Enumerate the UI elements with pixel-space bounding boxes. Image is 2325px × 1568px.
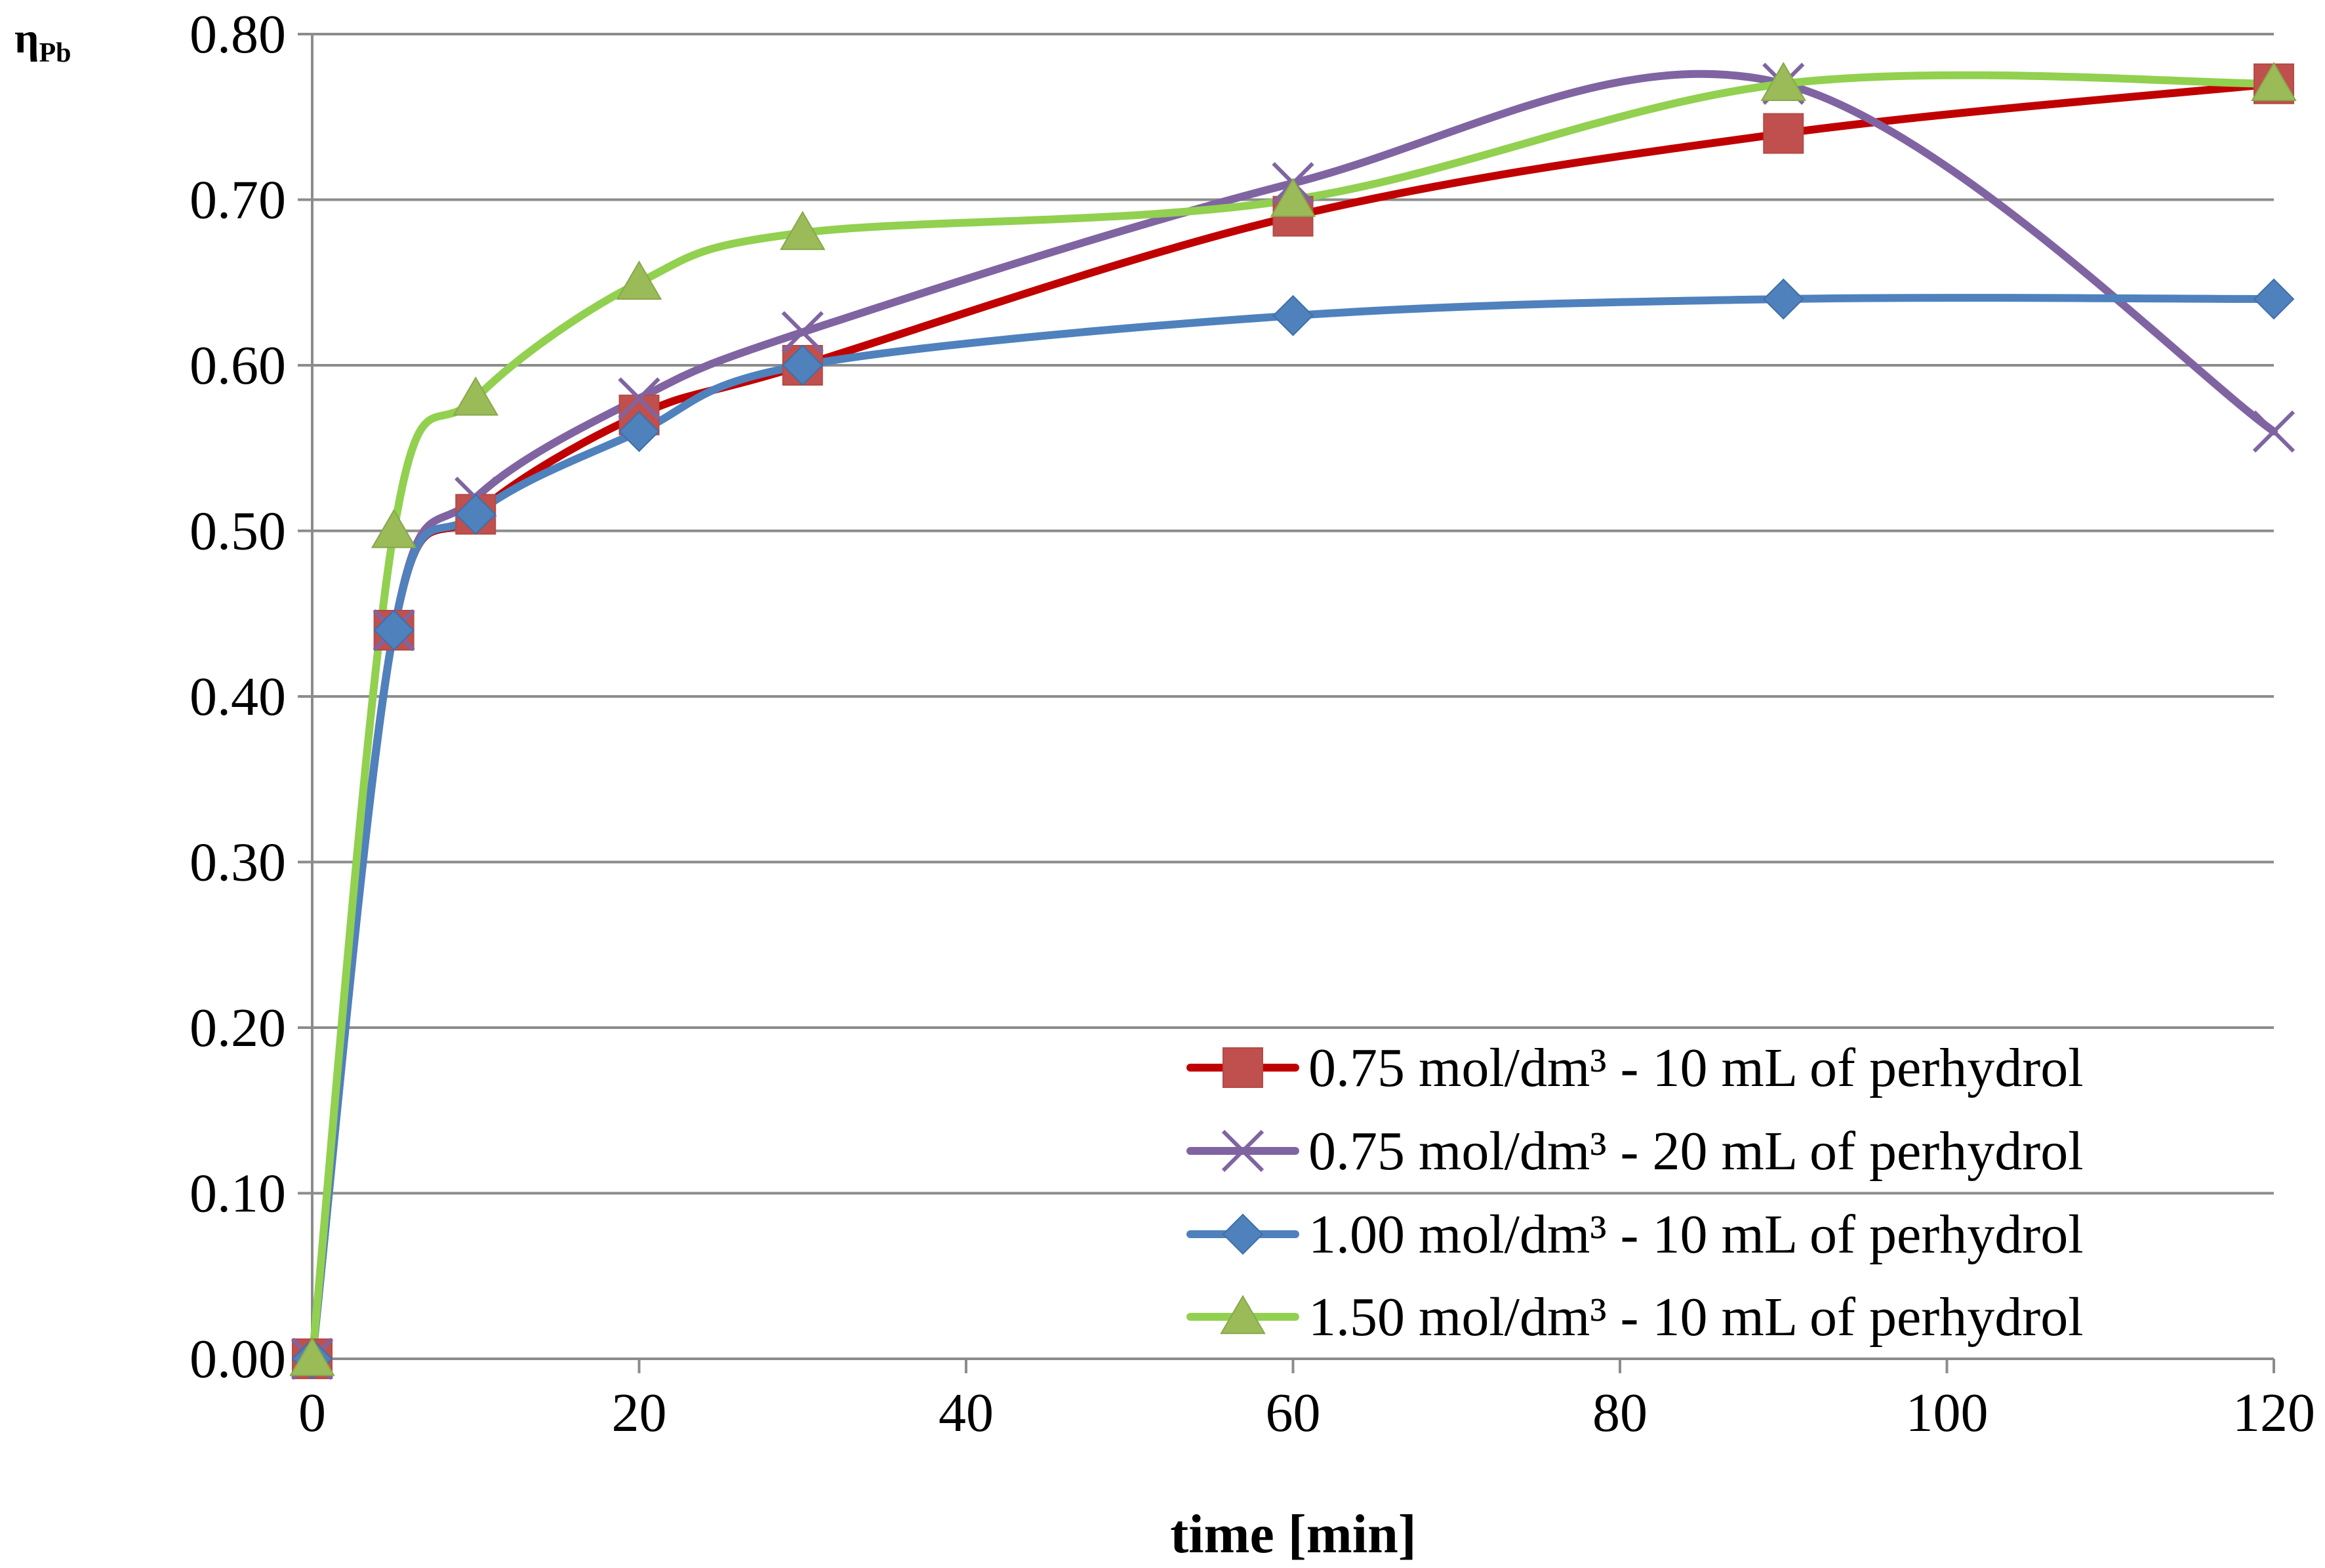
series-3-point-4	[780, 211, 826, 251]
series-3-point-2	[453, 376, 498, 416]
axes	[298, 33, 2275, 1373]
y-tick-label-4: 0.40	[190, 666, 286, 727]
series-3-point-0	[289, 1337, 335, 1377]
y-axis-title-sub: Pb	[39, 38, 71, 68]
series-3-point-7	[2251, 62, 2297, 101]
x-tick-label-6: 120	[2233, 1382, 2315, 1443]
y-tick-label-0: 0.00	[190, 1329, 286, 1390]
series-2-point-1	[373, 609, 415, 651]
series-1-point-7	[2252, 410, 2295, 453]
series-2-point-3	[618, 411, 660, 452]
x-tick-label-3: 60	[1266, 1382, 1321, 1443]
y-tick-label-2: 0.20	[190, 997, 286, 1058]
series-line-2	[308, 294, 2278, 1363]
tick-labels: 0.00 0.10 0.20 0.30 0.40 0.50 0.60 0.70 0.80 0 20 4…	[190, 4, 2315, 1443]
series-2-point-5	[1272, 294, 1314, 336]
y-tick-label-6: 0.60	[190, 335, 286, 396]
y-axis-title-main: η	[14, 14, 39, 62]
series-2-point-6	[1762, 278, 1804, 320]
x-axis-title: time [min]	[1170, 1504, 1417, 1565]
legend-label-1: 0.75 mol/dm³ - 20 mL of perhydrol	[1308, 1121, 2084, 1182]
y-tick-label-3: 0.30	[190, 832, 286, 893]
series-2-point-7	[2253, 278, 2295, 320]
legend-marker-0	[1223, 1047, 1263, 1088]
series-1-point-4	[781, 311, 824, 353]
y-tick-label-5: 0.50	[190, 501, 286, 562]
x-tick-label-4: 80	[1592, 1382, 1648, 1443]
grid-lines	[312, 33, 2274, 1195]
series-0-point-6	[1763, 113, 1804, 154]
legend-label-0: 0.75 mol/dm³ - 10 mL of perhydrol	[1308, 1037, 2084, 1098]
x-tick-label-0: 0	[298, 1382, 326, 1443]
x-tick-label-1: 20	[612, 1382, 667, 1443]
x-tick-label-2: 40	[939, 1382, 994, 1443]
legend-marker-3	[1220, 1295, 1266, 1335]
y-tick-label-8: 0.80	[190, 4, 286, 65]
series-group	[289, 62, 2297, 1380]
series-3-point-3	[616, 260, 662, 300]
y-tick-label-1: 0.10	[190, 1163, 286, 1224]
y-axis-title: ηPb	[14, 14, 71, 68]
series-3-point-5	[1270, 178, 1316, 217]
series-3-point-6	[1760, 62, 1806, 101]
series-2-point-4	[782, 344, 824, 386]
legend-marker-2	[1222, 1213, 1264, 1255]
x-tick-label-5: 100	[1906, 1382, 1989, 1443]
legend: 0.75 mol/dm³ - 10 mL of perhydrol 0.75 mo…	[1186, 1037, 2084, 1348]
legend-label-2: 1.00 mol/dm³ - 10 mL of perhydrol	[1308, 1204, 2084, 1265]
series-2-point-2	[455, 493, 496, 535]
series-1-point-3	[618, 377, 660, 420]
legend-marker-1	[1221, 1129, 1264, 1173]
legend-label-3: 1.50 mol/dm³ - 10 mL of perhydrol	[1308, 1287, 2084, 1348]
series-3-point-1	[371, 509, 417, 548]
y-tick-label-7: 0.70	[190, 170, 286, 231]
